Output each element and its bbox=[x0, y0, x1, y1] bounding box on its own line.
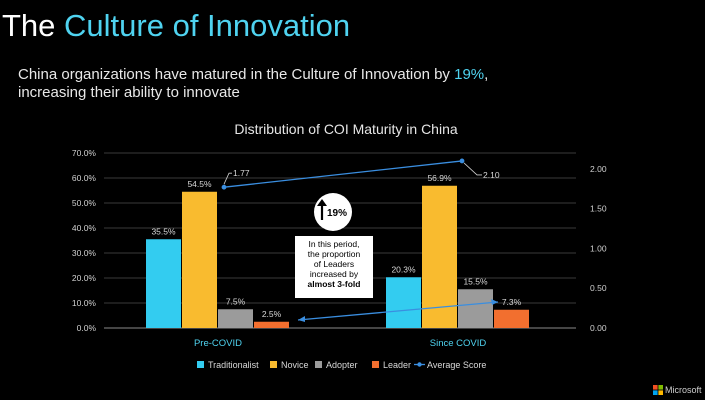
callout-bold-text: almost 3-fold bbox=[308, 279, 361, 289]
subtitle-text-2: increasing their ability to innovate bbox=[18, 84, 240, 101]
y-tick-label: 30.0% bbox=[72, 248, 97, 258]
x-category-label: Pre-COVID bbox=[194, 338, 242, 349]
x-category-label: Since COVID bbox=[430, 338, 487, 349]
callout-box bbox=[295, 236, 373, 298]
y-tick-label: 0.0% bbox=[77, 323, 97, 333]
bar-data-label: 2.5% bbox=[262, 309, 282, 319]
legend-swatch bbox=[315, 361, 322, 368]
score-data-label: 1.77 bbox=[233, 168, 250, 178]
bar-traditionalist bbox=[386, 277, 421, 328]
bar-leader bbox=[494, 309, 529, 328]
legend-label: Average Score bbox=[427, 360, 486, 370]
average-score-line bbox=[223, 160, 463, 188]
y-tick-label: 70.0% bbox=[72, 148, 97, 158]
legend-label: Adopter bbox=[326, 360, 358, 370]
subtitle-comma: , bbox=[484, 66, 489, 83]
bar-data-label: 54.5% bbox=[187, 179, 212, 189]
bar-data-label: 7.5% bbox=[226, 296, 246, 306]
score-data-label: 2.10 bbox=[483, 170, 500, 180]
arrow-head-icon bbox=[298, 316, 305, 322]
bar-data-label: 7.3% bbox=[502, 297, 522, 307]
chart-title: Distribution of COI Maturity in China bbox=[234, 121, 458, 137]
y-tick-label: 10.0% bbox=[72, 298, 97, 308]
bar-leader bbox=[254, 321, 289, 328]
growth-badge-label: 19% bbox=[327, 208, 347, 219]
legend-label: Leader bbox=[383, 360, 411, 370]
up-arrow-head-icon bbox=[317, 199, 327, 206]
bar-novice bbox=[182, 191, 217, 328]
bar-adopter bbox=[458, 289, 493, 328]
bar-data-label: 20.3% bbox=[391, 264, 416, 274]
legend-label: Traditionalist bbox=[208, 360, 259, 370]
legend-label: Novice bbox=[281, 360, 309, 370]
legend-swatch bbox=[270, 361, 277, 368]
average-score-point bbox=[221, 184, 227, 190]
y2-tick-label: 0.00 bbox=[590, 323, 607, 333]
bar-data-label: 56.9% bbox=[427, 173, 452, 183]
subtitle-text-1: China organizations have matured in the … bbox=[18, 66, 450, 83]
subtitle: China organizations have matured in the … bbox=[18, 66, 488, 102]
legend-marker bbox=[417, 362, 422, 367]
callout-text: In this period, bbox=[308, 239, 359, 249]
title-part-1: The bbox=[2, 8, 56, 43]
bar-data-label: 35.5% bbox=[151, 226, 176, 236]
leader-trend-arrow bbox=[297, 301, 499, 321]
score-label-leader bbox=[223, 172, 232, 185]
y-tick-label: 20.0% bbox=[72, 273, 97, 283]
callout-text: of Leaders bbox=[314, 259, 354, 269]
y-tick-label: 60.0% bbox=[72, 173, 97, 183]
brand-name: Microsoft bbox=[665, 385, 702, 395]
y2-tick-label: 0.50 bbox=[590, 283, 607, 293]
y2-tick-label: 2.00 bbox=[590, 164, 607, 174]
y-tick-label: 50.0% bbox=[72, 198, 97, 208]
bar-traditionalist bbox=[146, 239, 181, 328]
bar-novice bbox=[422, 185, 457, 328]
bar-adopter bbox=[218, 309, 253, 328]
legend-swatch bbox=[372, 361, 379, 368]
callout-text: the proportion bbox=[308, 249, 361, 259]
arrow-head-icon bbox=[491, 299, 498, 305]
microsoft-logo-icon bbox=[653, 385, 663, 395]
legend-swatch bbox=[197, 361, 204, 368]
y-tick-label: 40.0% bbox=[72, 223, 97, 233]
title-part-2: Culture of Innovation bbox=[64, 8, 351, 43]
bar-data-label: 15.5% bbox=[463, 276, 488, 286]
callout-text: increased by bbox=[310, 269, 359, 279]
y2-tick-label: 1.00 bbox=[590, 243, 607, 253]
y2-tick-label: 1.50 bbox=[590, 204, 607, 214]
average-score-point bbox=[459, 158, 465, 164]
subtitle-highlight: 19% bbox=[454, 66, 485, 83]
page-title: The Culture of Innovation bbox=[2, 6, 350, 46]
score-label-leader bbox=[463, 162, 482, 176]
